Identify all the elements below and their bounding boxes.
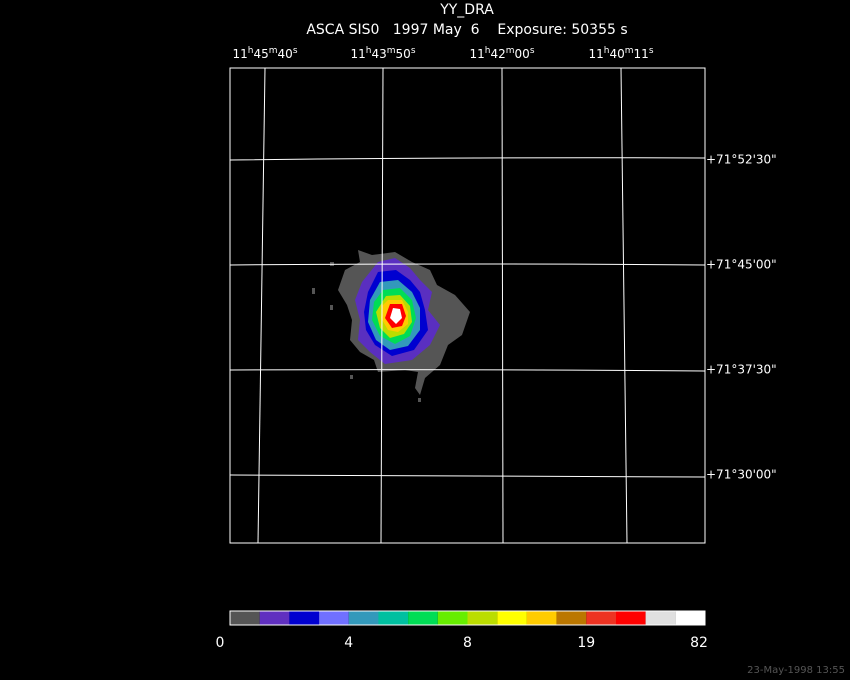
colorbar — [229, 610, 706, 626]
dec-label: +71°37'30" — [706, 363, 777, 377]
image-subtitle: ASCA SIS0 1997 May 6 Exposure: 50355 s — [306, 22, 627, 38]
ra-label: 11h45m40s — [232, 46, 297, 61]
colorbar-label: 0 — [216, 635, 225, 651]
ra-label: 11h42m00s — [469, 46, 534, 61]
colorbar-label: 19 — [577, 635, 595, 651]
dec-label: +71°45'00" — [706, 258, 777, 272]
colorbar-label: 82 — [690, 635, 708, 651]
ra-label: 11h43m50s — [350, 46, 415, 61]
source-emission — [312, 250, 470, 402]
coordinate-grid — [229, 67, 706, 544]
dec-label: +71°30'00" — [706, 468, 777, 482]
colorbar-label: 8 — [463, 635, 472, 651]
image-title: YY_DRA — [439, 2, 494, 18]
timestamp: 23-May-1998 13:55 — [747, 665, 845, 676]
ra-label: 11h40m11s — [588, 46, 653, 61]
image-frame — [229, 67, 706, 544]
dec-label: +71°52'30" — [706, 153, 777, 167]
colorbar-label: 4 — [344, 635, 353, 651]
